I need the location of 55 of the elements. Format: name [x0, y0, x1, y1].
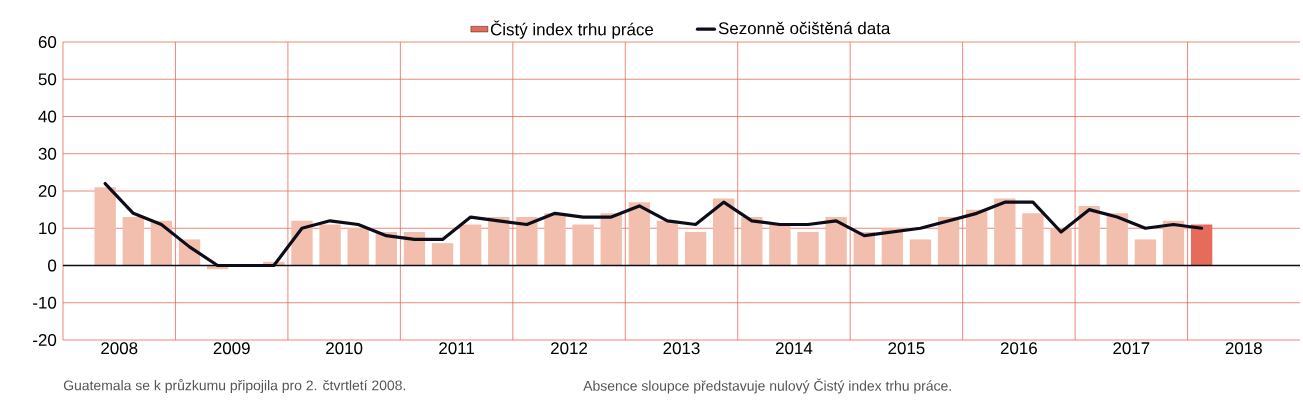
- bar: [1106, 213, 1128, 266]
- y-tick-label: 30: [38, 147, 57, 160]
- bar: [516, 217, 538, 266]
- bar: [347, 228, 369, 266]
- bar: [122, 217, 144, 266]
- bar: [825, 217, 847, 266]
- bar: [291, 220, 313, 266]
- bar: [94, 187, 116, 266]
- x-tick-label: 2009: [213, 342, 250, 355]
- bar: [544, 213, 566, 266]
- x-tick-label: 2017: [1113, 342, 1150, 355]
- bar: [769, 224, 791, 266]
- bar: [1022, 213, 1044, 266]
- bar: [909, 239, 932, 266]
- x-tick-label: 2011: [439, 342, 474, 355]
- bar: [459, 224, 482, 266]
- bar: [712, 198, 735, 266]
- x-tick-label: 2015: [888, 342, 925, 355]
- x-tick-label: 2010: [326, 342, 363, 355]
- bar: [966, 209, 988, 266]
- y-tick-label: 10: [39, 222, 57, 235]
- y-tick-label: -20: [33, 334, 57, 346]
- bar: [937, 217, 960, 266]
- y-tick-label: 40: [38, 110, 57, 123]
- y-tick-label: 60: [38, 36, 57, 49]
- bar: [1078, 205, 1100, 266]
- text: Guatemala se k průzkumu připojila pro 2. čtvrtletí 2008.: [63, 378, 406, 394]
- bar: [488, 217, 510, 266]
- x-tick-label: 2016: [1000, 342, 1037, 355]
- bar: [572, 224, 594, 266]
- legend-label: Čistý index trhu práce: [490, 20, 654, 39]
- bar: [684, 231, 707, 266]
- y-tick-label: 50: [38, 73, 57, 86]
- x-tick-label: 2008: [101, 342, 138, 355]
- y-tick-label: 0: [48, 259, 57, 272]
- bar: [994, 198, 1016, 266]
- bar: [1134, 239, 1157, 266]
- bar: [797, 231, 819, 266]
- legend-label: Sezonně očištěná data: [718, 21, 891, 35]
- bar: [431, 243, 454, 266]
- x-tick-label: 2014: [775, 342, 813, 355]
- bar: [319, 224, 341, 266]
- y-tick-label: -10: [33, 296, 57, 309]
- x-tick-label: 2018: [1225, 342, 1262, 355]
- x-tick-label: 2012: [551, 342, 588, 355]
- bar: [600, 213, 622, 266]
- bar: [628, 202, 651, 266]
- text: Absence sloupce představuje nulový Čistý index trhu práce.: [583, 378, 951, 394]
- bar: [1162, 220, 1185, 266]
- bar: [741, 217, 763, 266]
- bar: [1050, 228, 1072, 266]
- x-tick-label: 2013: [663, 342, 700, 355]
- bar: [1190, 224, 1213, 266]
- y-tick-label: 20: [38, 185, 57, 197]
- bar: [656, 220, 679, 266]
